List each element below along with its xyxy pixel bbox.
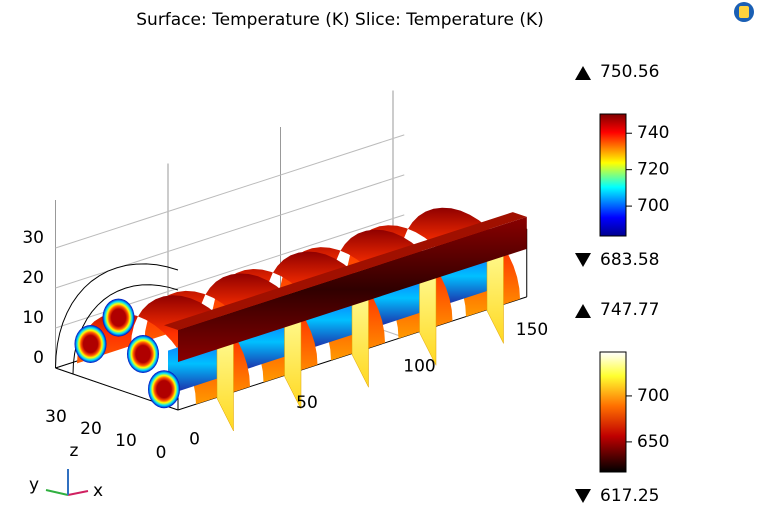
min-marker [575,489,591,503]
triad-x [68,491,88,495]
plot: Surface: Temperature (K) Slice: Temperat… [0,0,765,508]
y-tick-label: 0 [156,443,167,463]
y-tick-label: 30 [45,407,67,427]
x-tick-label: 150 [516,320,548,340]
x-tick-label: 0 [189,430,200,450]
tube-end [127,335,159,373]
colorbar [600,114,626,236]
logo [734,2,754,22]
max-marker [575,304,591,318]
z-tick-label: 0 [33,348,44,368]
y-tick-label: 10 [115,431,137,451]
colorbar-tick-label: 700 [637,386,669,406]
triad-label: y [29,475,39,495]
tube-end [75,325,107,363]
max-marker [575,66,591,80]
triad-y [46,490,68,495]
tube-end [148,370,180,408]
y-tick-label: 20 [80,419,102,439]
z-tick-label: 30 [22,228,44,248]
colorbar-max: 747.77 [600,300,659,320]
colorbar-min: 617.25 [600,486,659,506]
colorbar-max: 750.56 [600,62,659,82]
z-tick-label: 10 [22,308,44,328]
min-marker [575,253,591,267]
triad-label: x [93,481,103,501]
tube-end [103,299,135,337]
colorbar-min: 683.58 [600,250,659,270]
x-tick-label: 100 [403,357,435,377]
z-tick-label: 20 [22,268,44,288]
colorbar-tick-label: 700 [637,196,669,216]
x-tick-label: 50 [296,393,318,413]
triad-label: z [70,441,79,461]
plot-title: Surface: Temperature (K) Slice: Temperat… [136,10,543,30]
colorbar-tick-label: 650 [637,432,669,452]
colorbar-tick-label: 740 [637,123,669,143]
scene [56,91,527,432]
colorbar [600,352,626,472]
colorbar-tick-label: 720 [637,160,669,180]
